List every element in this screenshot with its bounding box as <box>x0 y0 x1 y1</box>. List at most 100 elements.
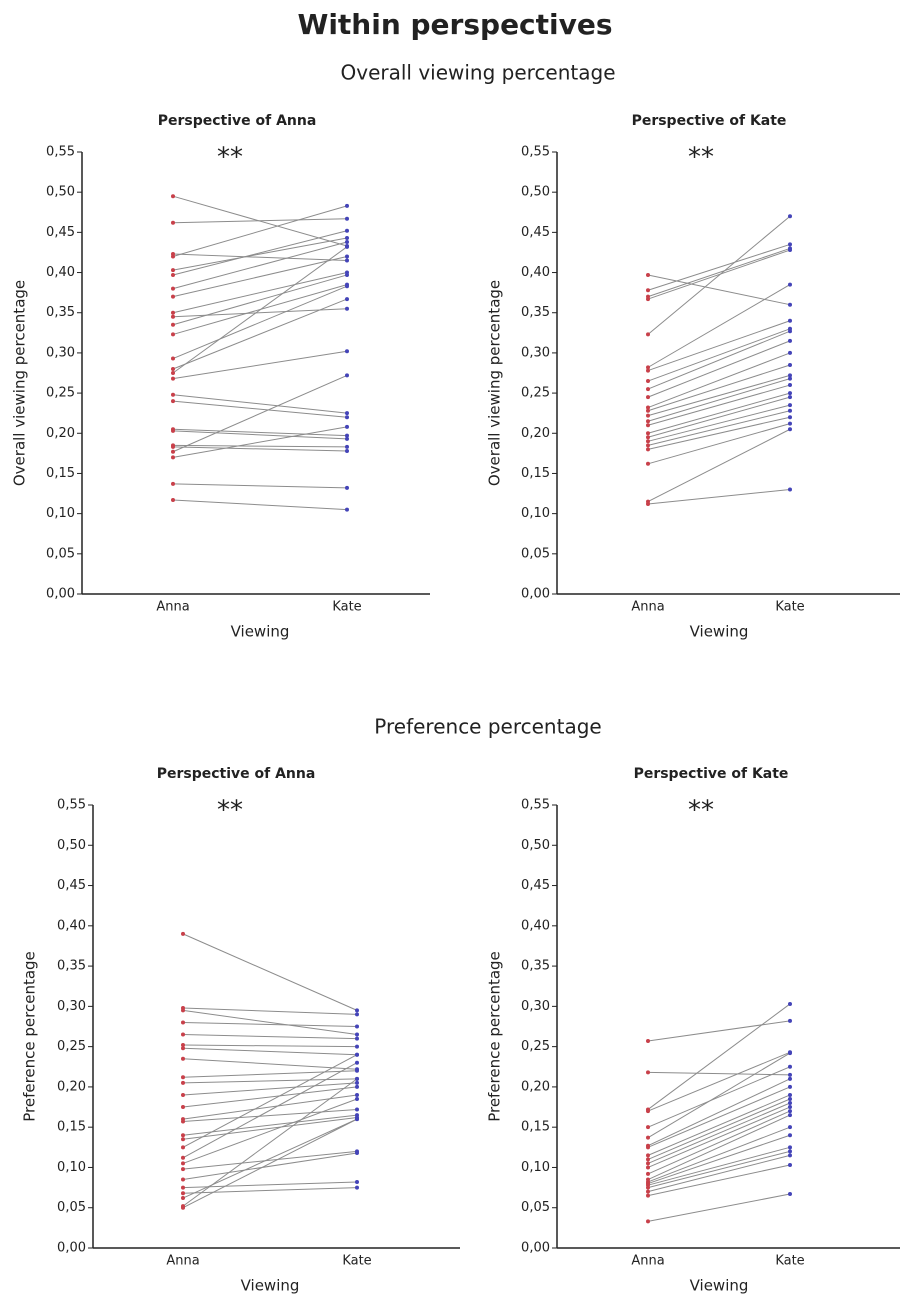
pair-line <box>172 241 348 290</box>
y-axis-label: Overall viewing percentage <box>486 280 504 486</box>
point <box>171 392 175 397</box>
pair-line <box>172 255 348 298</box>
point <box>181 1161 185 1166</box>
point <box>788 1096 792 1101</box>
y-tick-label: 0,55 <box>521 145 550 160</box>
y-tick-label: 0,00 <box>57 1241 86 1256</box>
y-tick-label: 0,35 <box>521 305 550 320</box>
pair-line <box>182 1152 358 1181</box>
point <box>788 242 792 247</box>
point <box>788 1001 792 1006</box>
x-axis-label: Viewing <box>241 1277 300 1295</box>
point <box>345 258 349 263</box>
pair-line <box>647 330 791 390</box>
point <box>646 1185 650 1190</box>
y-tick-label: 0,45 <box>46 225 75 240</box>
x-axis-label: Viewing <box>690 1277 749 1295</box>
point <box>788 403 792 408</box>
pair-line <box>182 1062 358 1159</box>
point <box>646 1125 650 1130</box>
y-tick-label: 0,05 <box>46 546 75 561</box>
y-tick-label: 0,10 <box>521 1160 550 1175</box>
panel-title: Perspective of Anna <box>157 766 316 782</box>
point <box>345 297 349 302</box>
pair-line <box>647 1078 791 1147</box>
pair-line <box>182 933 358 1011</box>
y-tick-label: 0,15 <box>57 1120 86 1135</box>
point <box>788 395 792 400</box>
point <box>646 272 650 277</box>
x-tick-label: Kate <box>775 1254 804 1269</box>
point <box>181 1092 185 1097</box>
pair-line <box>647 1110 791 1175</box>
y-tick-label: 0,15 <box>521 466 550 481</box>
point <box>646 423 650 428</box>
pair-line <box>647 396 791 438</box>
point <box>171 268 175 273</box>
y-tick-label: 0,25 <box>57 1039 86 1054</box>
point <box>788 427 792 432</box>
pair-line <box>172 274 348 326</box>
point <box>345 284 349 289</box>
pair-line <box>182 1070 358 1078</box>
point <box>355 1096 359 1101</box>
point <box>181 1185 185 1190</box>
point <box>646 461 650 466</box>
point <box>788 1092 792 1097</box>
point <box>345 415 349 420</box>
point <box>355 1060 359 1065</box>
panel-title: Perspective of Kate <box>632 113 787 129</box>
point <box>355 1179 359 1184</box>
y-tick-label: 0,55 <box>57 798 86 813</box>
point <box>355 1185 359 1190</box>
pair-line <box>172 246 348 374</box>
y-tick-label: 0,35 <box>57 959 86 974</box>
point <box>345 349 349 354</box>
pair-line <box>172 499 348 511</box>
y-axis-label: Preference percentage <box>486 951 504 1122</box>
pair-line <box>647 1146 791 1186</box>
point <box>345 448 349 453</box>
point <box>788 408 792 413</box>
point <box>646 1171 650 1176</box>
point <box>646 1038 650 1043</box>
pair-line <box>182 1094 358 1120</box>
point <box>788 1145 792 1150</box>
point <box>345 436 349 441</box>
y-tick-label: 0,40 <box>521 265 550 280</box>
pair-line <box>172 272 348 314</box>
annotation: ** <box>688 796 714 826</box>
x-tick-label: Anna <box>631 1254 664 1269</box>
point <box>355 1076 359 1081</box>
point <box>646 297 650 302</box>
point <box>355 1012 359 1017</box>
pair-line <box>647 1126 791 1183</box>
pair-line <box>172 218 348 224</box>
point <box>646 1109 650 1114</box>
pair-line <box>172 298 348 370</box>
y-tick-label: 0,15 <box>521 1120 550 1135</box>
pair-line <box>647 249 791 300</box>
point <box>788 1101 792 1106</box>
annotation: ** <box>688 143 714 173</box>
pair-line <box>647 1052 791 1139</box>
point <box>355 1008 359 1013</box>
pair-line <box>172 444 348 448</box>
pair-line <box>647 404 791 442</box>
point <box>171 428 175 433</box>
point <box>171 314 175 319</box>
section-title: Preference percentage <box>374 715 601 739</box>
y-tick-label: 0,00 <box>521 1241 550 1256</box>
point <box>355 1032 359 1037</box>
point <box>171 294 175 299</box>
pair-line <box>182 1108 358 1123</box>
panel-title: Perspective of Anna <box>158 113 317 129</box>
pair-line <box>647 1102 791 1164</box>
point <box>181 1043 185 1048</box>
pair-line <box>647 1020 791 1042</box>
point <box>788 1163 792 1168</box>
y-axis-label: Preference percentage <box>21 951 39 1122</box>
pair-line <box>647 243 791 291</box>
point <box>355 1080 359 1085</box>
